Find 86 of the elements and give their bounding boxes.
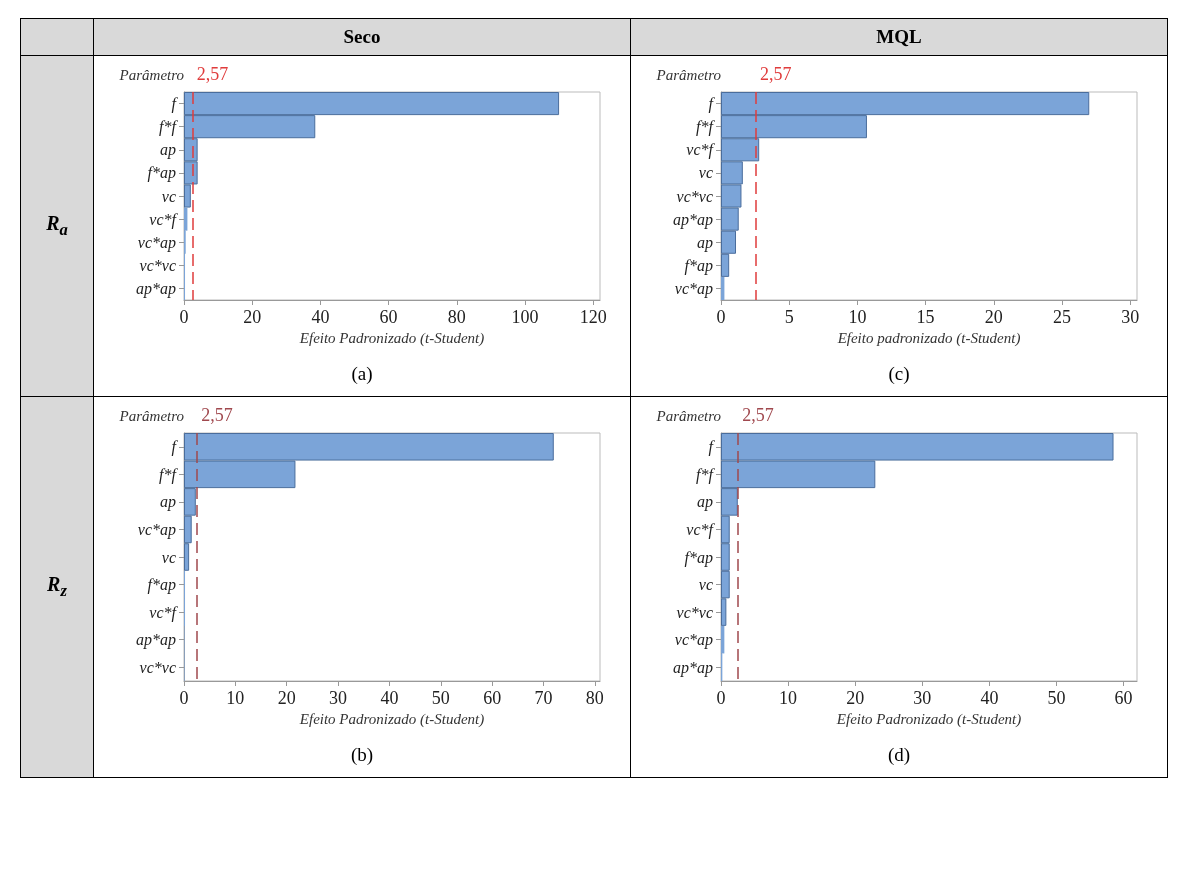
ref-line-label: 2,57: [742, 405, 774, 425]
x-axis-title: Efeito Padronizado (t-Student): [298, 711, 485, 729]
y-tick-label: ap: [160, 493, 176, 512]
y-tick-label: ap*ap: [673, 210, 713, 229]
x-tick-label: 40: [980, 688, 999, 708]
y-axis-title: Parâmetro: [655, 407, 722, 424]
y-tick-label: ap: [697, 493, 713, 512]
y-tick-label: vc*ap: [674, 631, 713, 650]
y-tick-label: f*ap: [684, 256, 713, 275]
x-axis-title: Efeito padronizado (t-Student): [836, 330, 1021, 348]
x-tick-label: 50: [431, 688, 450, 708]
x-tick-label: 50: [1047, 688, 1066, 708]
x-tick-label: 0: [179, 307, 189, 327]
x-tick-label: 60: [1114, 688, 1133, 708]
x-tick-label: 100: [511, 307, 539, 327]
y-axis-title: Parâmetro: [118, 407, 185, 424]
y-tick-label: vc: [161, 187, 176, 205]
text: (c): [887, 362, 911, 386]
y-tick-label: vc*f: [686, 141, 716, 160]
y-tick-label: ap: [697, 233, 713, 252]
x-tick-label: 60: [483, 688, 502, 708]
y-tick-label: f: [708, 95, 716, 114]
y-tick-label: f: [171, 438, 179, 457]
y-tick-label: vc*f: [149, 210, 179, 229]
y-tick-label: f*f: [159, 118, 179, 137]
y-tick-label: vc*vc: [676, 187, 713, 205]
y-tick-label: ap*ap: [673, 658, 713, 677]
y-tick-label: f: [171, 95, 179, 114]
x-tick-label: 60: [379, 307, 398, 327]
x-tick-label: 80: [585, 688, 604, 708]
x-tick-label: 20: [243, 307, 262, 327]
y-tick-label: vc*vc: [676, 603, 713, 621]
x-tick-label: 30: [913, 688, 932, 708]
y-tick-label: vc*f: [149, 603, 179, 622]
x-axis-title: Efeito Padronizado (t-Student): [835, 711, 1022, 729]
x-tick-label: 0: [716, 307, 726, 327]
x-tick-label: 30: [329, 688, 348, 708]
text: R$_{z}$: [20, 396, 94, 778]
x-tick-label: 10: [848, 307, 867, 327]
x-tick-label: 70: [534, 688, 553, 708]
y-tick-label: vc*f: [686, 520, 716, 539]
x-tick-label: 20: [984, 307, 1003, 327]
y-tick-label: vc*ap: [137, 520, 176, 539]
text: (a): [350, 362, 374, 386]
x-tick-label: 25: [1052, 307, 1071, 327]
y-tick-label: f: [708, 438, 716, 457]
text: (b): [349, 743, 375, 767]
x-tick-label: 0: [179, 688, 189, 708]
y-tick-label: f*f: [696, 465, 716, 484]
x-tick-label: 10: [226, 688, 245, 708]
y-tick-label: ap*ap: [136, 279, 176, 298]
text: (d): [886, 743, 912, 767]
ref-line-label: 2,57: [760, 64, 792, 84]
y-tick-label: vc*vc: [139, 658, 176, 676]
y-tick-label: vc: [698, 576, 713, 594]
x-tick-label: 5: [784, 307, 794, 327]
y-tick-label: vc: [698, 164, 713, 182]
x-tick-label: 120: [579, 307, 607, 327]
chart-title: MQL: [630, 18, 1168, 56]
y-tick-label: vc*ap: [674, 279, 713, 298]
y-tick-label: vc*ap: [137, 233, 176, 252]
x-tick-label: 20: [846, 688, 865, 708]
y-tick-label: f*f: [159, 465, 179, 484]
y-tick-label: vc*vc: [139, 256, 176, 274]
ref-line-label: 2,57: [196, 64, 229, 84]
text: R$_{a}$: [20, 55, 94, 397]
x-tick-label: 15: [916, 307, 935, 327]
y-tick-label: f*ap: [147, 164, 176, 183]
x-tick-label: 10: [779, 688, 798, 708]
y-axis-title: Parâmetro: [655, 66, 722, 83]
x-tick-label: 20: [277, 688, 296, 708]
x-tick-label: 40: [380, 688, 399, 708]
y-tick-label: ap*ap: [136, 631, 176, 650]
y-tick-label: f*ap: [684, 548, 713, 567]
x-axis-title: Efeito Padronizado (t-Student): [298, 330, 485, 348]
y-tick-label: vc: [161, 548, 176, 566]
y-axis-title: Parâmetro: [118, 66, 185, 83]
x-tick-label: 40: [311, 307, 330, 327]
x-tick-label: 80: [447, 307, 466, 327]
chart-title: Seco: [93, 18, 631, 56]
ref-line-label: 2,57: [201, 405, 233, 425]
y-tick-label: f*f: [696, 118, 716, 137]
y-tick-label: ap: [160, 141, 176, 160]
x-tick-label: 30: [1121, 307, 1140, 327]
y-tick-label: f*ap: [147, 576, 176, 595]
x-tick-label: 0: [716, 688, 726, 708]
